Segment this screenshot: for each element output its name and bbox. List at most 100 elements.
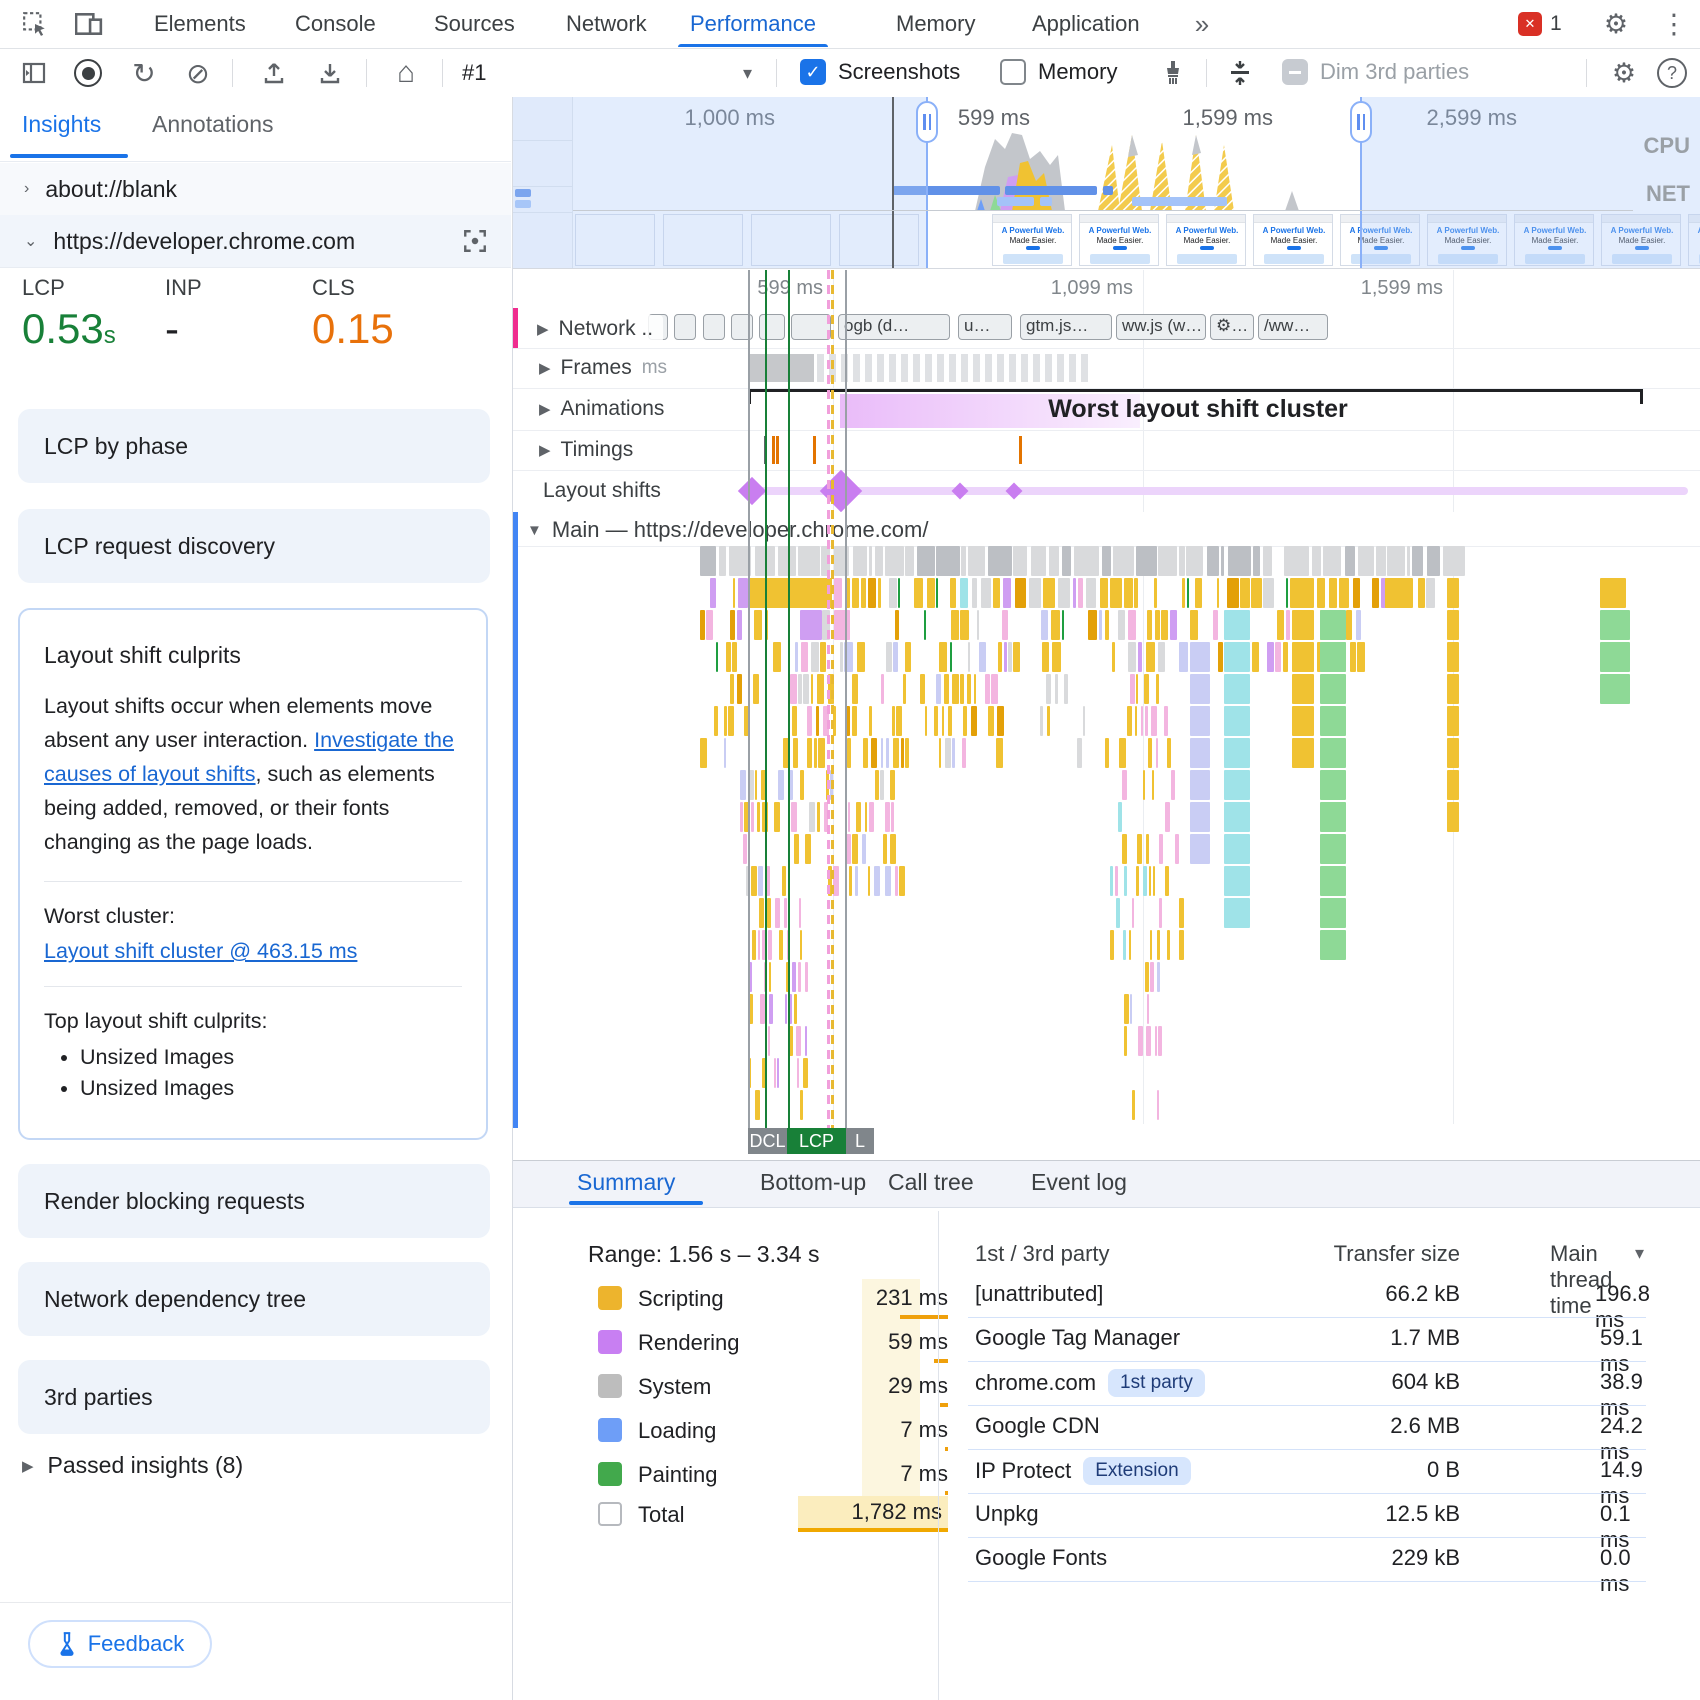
layout-shift-diamond[interactable] [1005,482,1023,500]
flame-bar[interactable] [1179,642,1188,672]
flame-bar[interactable] [762,930,766,960]
flame-bar[interactable] [1146,1026,1151,1056]
flame-bar[interactable] [1110,866,1113,896]
flame-bar[interactable] [1175,834,1179,864]
flame-bar[interactable] [924,610,926,640]
collapse-tracks-icon[interactable] [1222,55,1258,91]
flame-bar[interactable] [805,834,811,864]
playhead-cursor[interactable] [892,97,894,268]
flame-bar[interactable] [800,610,822,640]
table-row-name[interactable]: Google Fonts [975,1545,1108,1570]
flame-bar[interactable] [852,706,857,736]
flame-bar[interactable] [769,962,771,992]
flame-bar[interactable] [1320,770,1346,800]
flame-bar[interactable] [1118,802,1122,832]
screenshots-checkbox[interactable]: ✓ Screenshots [800,59,960,85]
flame-bar[interactable] [1190,642,1210,672]
table-row-name[interactable]: chrome.com 1st party [975,1369,1205,1397]
selection-handle-right[interactable] [1350,101,1372,143]
flame-bar[interactable] [777,1058,779,1088]
flame-bar[interactable] [1132,1090,1135,1120]
flame-bar[interactable] [740,770,746,800]
flame-bar[interactable] [1055,674,1058,704]
flame-bar[interactable] [1046,674,1051,704]
flame-bar[interactable] [791,802,797,832]
flame-bar[interactable] [1190,610,1198,640]
flame-bar[interactable] [1105,610,1109,640]
flame-bar[interactable] [700,546,716,576]
flame-bar[interactable] [845,706,850,736]
flame-bar[interactable] [795,642,798,672]
flame-bar[interactable] [977,610,979,640]
flame-bar[interactable] [724,706,727,736]
flame-bar[interactable] [799,898,801,928]
flame-bar[interactable] [1157,962,1160,992]
flame-bar[interactable] [1041,610,1048,640]
flame-bar[interactable] [1164,706,1168,736]
flame-bar[interactable] [743,834,747,864]
screenshot-thumbnail[interactable]: A Powerful Web.Made Easier. [1514,214,1594,266]
tab-performance[interactable]: Performance [678,0,828,47]
legend-row-loading[interactable]: Loading 7 ms [598,1415,948,1451]
tab-console[interactable]: Console [295,10,376,36]
table-row-name[interactable]: [unattributed] [975,1281,1104,1306]
network-request-pill[interactable]: ⚙… [1210,314,1254,340]
flame-bar[interactable] [960,674,964,704]
flame-bar[interactable] [1129,930,1131,960]
flame-bar[interactable] [751,866,757,896]
flame-bar[interactable] [852,834,858,864]
flame-bar[interactable] [822,610,830,640]
flame-bar[interactable] [1152,770,1154,800]
flame-bar[interactable] [789,994,792,1024]
flame-bar[interactable] [757,802,760,832]
flame-bar[interactable] [905,738,909,768]
flame-bar[interactable] [1426,578,1435,608]
flame-bar[interactable] [816,706,819,736]
flame-bar[interactable] [856,802,861,832]
timings-track[interactable]: ▶ Timings [513,430,1700,471]
flame-bar[interactable] [1147,994,1149,1024]
flame-bar[interactable] [1073,578,1076,608]
flame-bar[interactable] [1058,578,1070,608]
layout-shifts-track[interactable]: Layout shifts [513,469,1700,513]
animations-track[interactable]: ▶ Animations [513,388,1700,431]
details-tab-bottom-up[interactable]: Bottom-up [760,1169,867,1195]
flame-bar[interactable] [790,674,797,704]
flame-bar[interactable] [952,738,955,768]
flame-bar[interactable] [794,834,799,864]
flame-bar[interactable] [1447,706,1459,736]
flame-bar[interactable] [1158,546,1177,576]
flame-bar[interactable] [845,834,851,864]
flame-bar[interactable] [869,546,872,576]
tab-application[interactable]: Application [1032,10,1140,36]
flame-bar[interactable] [996,738,1003,768]
flame-bar[interactable] [1179,930,1184,960]
flame-bar[interactable] [1113,546,1134,576]
flame-bar[interactable] [925,706,927,736]
flame-bar[interactable] [1224,674,1250,704]
timings-track-label[interactable]: ▶ Timings [539,438,634,461]
flame-bar[interactable] [1136,674,1138,704]
flame-bar[interactable] [1051,610,1060,640]
flame-bar[interactable] [895,610,899,640]
flame-bar[interactable] [920,674,925,704]
flame-bar[interactable] [1155,1026,1157,1056]
network-request-pill[interactable] [703,314,725,340]
flame-bar[interactable] [1190,770,1210,800]
flame-bar[interactable] [1119,738,1126,768]
network-track-label[interactable]: ▶ Network .. [527,315,664,343]
flame-bar[interactable] [967,674,971,704]
timing-marker-tick[interactable] [772,436,775,464]
flame-bar[interactable] [1146,834,1149,864]
flame-bar[interactable] [1179,898,1184,928]
flame-bar[interactable] [1447,578,1459,608]
flame-bar[interactable] [1143,770,1145,800]
flame-bar[interactable] [988,706,994,736]
flame-bar[interactable] [1385,578,1413,608]
flame-bar[interactable] [944,674,949,704]
profile-select[interactable]: #1 ▾ [462,60,752,85]
annotation-bracket[interactable] [748,389,1643,392]
flame-bar[interactable] [868,578,876,608]
flame-bar[interactable] [1157,1090,1159,1120]
flame-bar[interactable] [805,1026,807,1056]
